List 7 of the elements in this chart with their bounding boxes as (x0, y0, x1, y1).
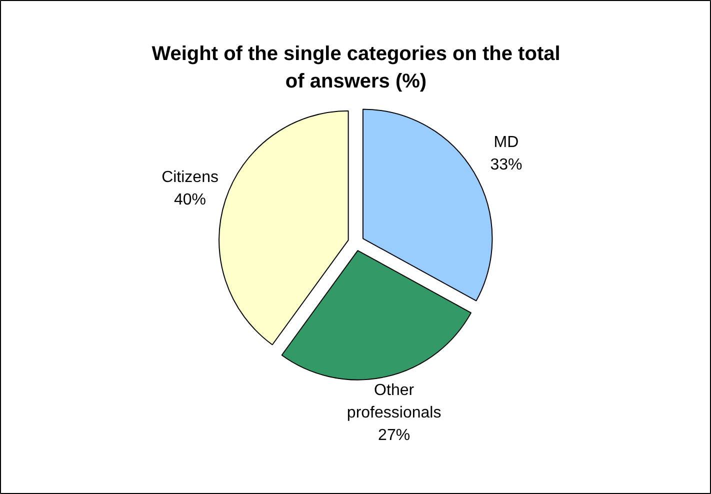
data-label: 40% (174, 192, 206, 209)
slice-label: Citizens (162, 168, 218, 186)
slice-label: MD (494, 134, 519, 152)
data-label: 27% (378, 427, 410, 444)
data-label: 33% (490, 156, 522, 174)
slice-label: Other professionals (346, 382, 442, 422)
chart-title: Weight of the single categories on the total of answers (%) (152, 42, 560, 92)
